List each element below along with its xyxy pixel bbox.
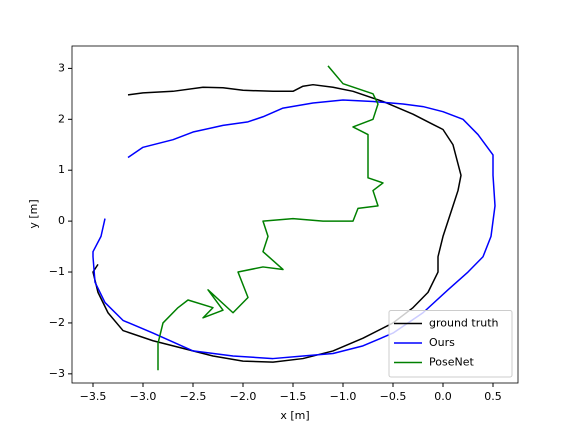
legend-label: PoseNet	[429, 356, 474, 369]
x-tick-label: 0.5	[484, 390, 502, 403]
y-tick-label: 3	[58, 61, 65, 74]
y-axis-label: y [m]	[27, 199, 40, 228]
trajectory	[92, 99, 496, 360]
plot-frame	[71, 45, 519, 384]
y-tick-label: 2	[58, 112, 65, 125]
y-tick-label: −2	[49, 316, 65, 329]
legend-box	[388, 310, 513, 378]
x-tick-label: −3.0	[130, 390, 157, 403]
y-tick-label: 1	[58, 163, 65, 176]
x-tick-label: −1.0	[330, 390, 357, 403]
y-tick-label: −1	[49, 265, 65, 278]
trajectory	[157, 65, 384, 371]
x-tick-label: −3.5	[80, 390, 107, 403]
x-axis-label: x [m]	[280, 409, 309, 422]
y-tick-label: 0	[58, 214, 65, 227]
legend-label: ground truth	[429, 317, 499, 330]
x-tick-label: −2.5	[180, 390, 207, 403]
x-tick-label: −1.5	[280, 390, 307, 403]
x-tick-label: −2.0	[230, 390, 257, 403]
y-tick-label: −3	[49, 367, 65, 380]
x-tick-label: −0.5	[380, 390, 407, 403]
x-tick-label: 0.0	[434, 390, 452, 403]
legend-label: Ours	[429, 336, 455, 349]
